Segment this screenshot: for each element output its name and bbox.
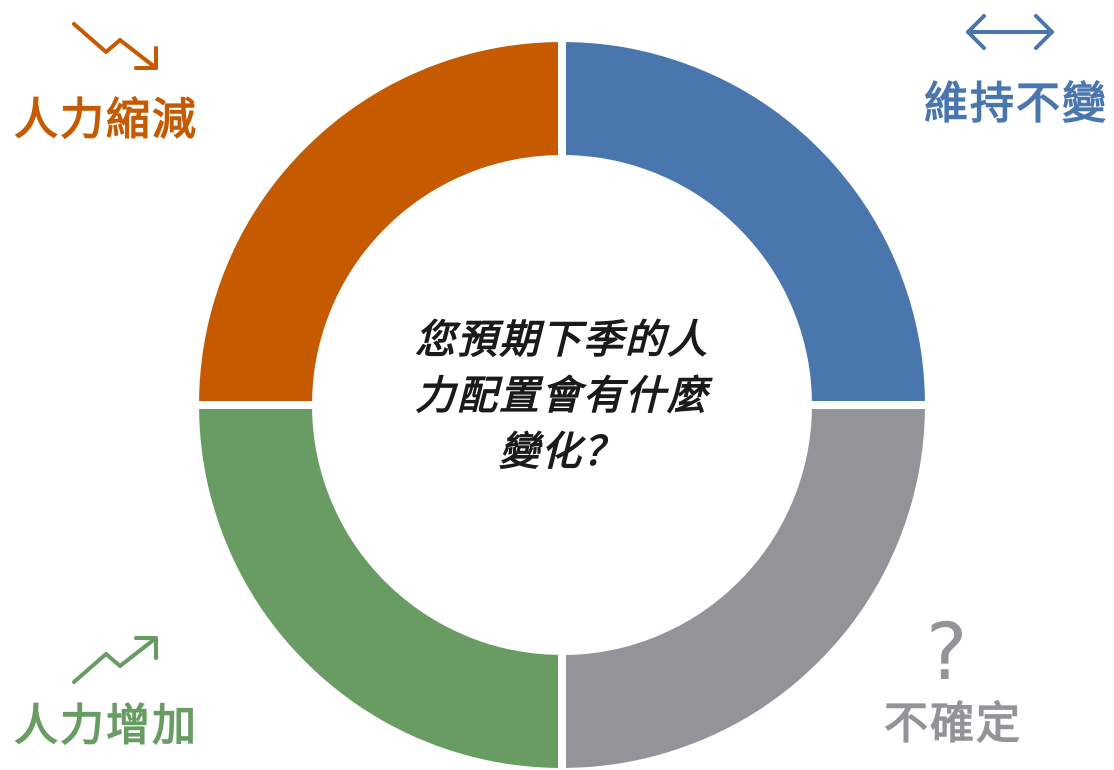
trend-up-icon	[72, 636, 158, 684]
ring-segment-unsure	[558, 401, 934, 770]
left-right-arrow-icon	[966, 14, 1054, 50]
label-unsure: 不確定	[884, 698, 1022, 749]
ring-segment-keep	[558, 33, 934, 409]
arrow-right-head	[1034, 14, 1054, 50]
label-increase: 人力增加	[14, 700, 198, 751]
arrow-left-head	[966, 14, 986, 50]
label-decrease: 人力縮減	[14, 94, 198, 145]
ring-segment-increase	[190, 401, 566, 770]
question-mark-icon: ?	[926, 608, 970, 698]
ring-segment-decrease	[190, 33, 566, 409]
trend-down-line	[72, 22, 158, 70]
question-line-3: 變化？	[499, 429, 625, 475]
question-line-2: 力配置會有什麼	[415, 373, 709, 419]
label-keep: 維持不變	[924, 78, 1108, 129]
trend-down-arrowhead	[134, 46, 158, 70]
trend-up-line	[72, 636, 158, 684]
center-question: 您預期下季的人 力配置會有什麼 變化？	[372, 312, 752, 480]
trend-up-arrowhead	[134, 636, 158, 660]
question-line-1: 您預期下季的人	[415, 317, 709, 363]
trend-down-icon	[72, 22, 158, 70]
